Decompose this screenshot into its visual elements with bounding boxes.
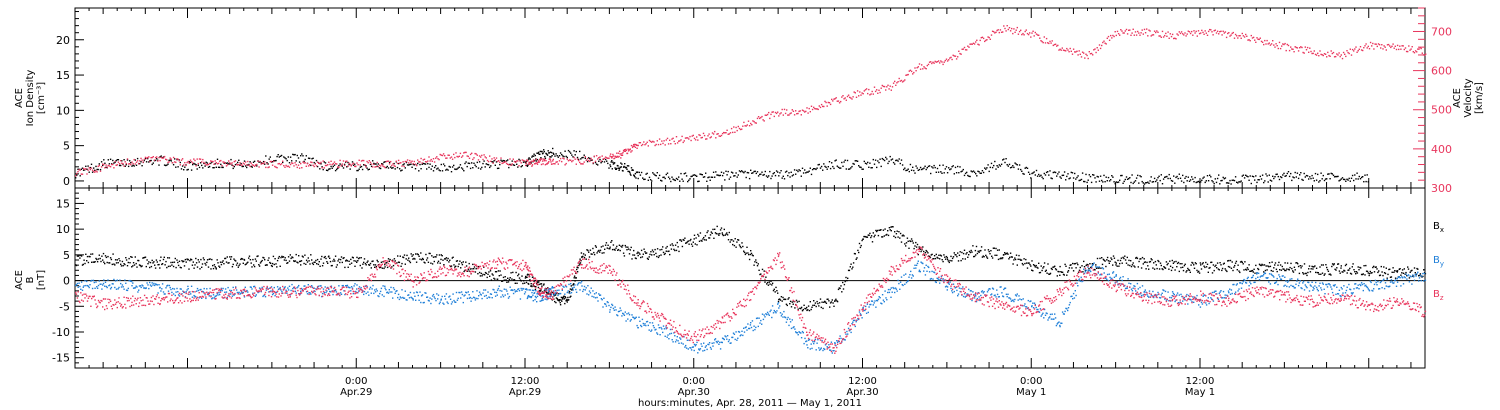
x-tick-time: 12:00	[848, 376, 877, 387]
bottom-panel-frame	[74, 187, 1426, 369]
velocity-tick-label: 400	[1431, 143, 1452, 156]
x-tick-time: 12:00	[1186, 376, 1215, 387]
density-axis-label: Ion Density	[25, 70, 36, 127]
x-tick-time: 0:00	[683, 376, 705, 387]
density-axis-label: ACE	[14, 88, 25, 108]
b-tick-label: 5	[63, 249, 70, 262]
legend-x: Bx	[1433, 221, 1444, 234]
x-tick-date: Apr.30	[846, 387, 878, 398]
density-tick-label: 15	[56, 69, 70, 82]
series-bz	[75, 246, 1427, 354]
velocity-tick-label: 700	[1431, 25, 1452, 38]
x-tick-time: 0:00	[345, 376, 367, 387]
velocity-series	[75, 25, 1427, 177]
density-tick-label: 20	[56, 34, 70, 47]
x-tick-date: Apr.29	[509, 387, 541, 398]
b-tick-label: 0	[63, 275, 70, 288]
velocity-axis-label: Velocity	[1463, 78, 1474, 117]
x-tick-time: 12:00	[511, 376, 540, 387]
velocity-tick-label: 300	[1431, 182, 1452, 195]
legend-y: By	[1433, 255, 1444, 268]
series-by	[75, 260, 1427, 354]
magnetic-field-panel: -15 -10 -5 0 5 10 15 ACE B [nT] Bx By Bz	[14, 187, 1444, 369]
x-axis-caption: hours:minutes, Apr. 28, 2011 — May 1, 20…	[638, 398, 862, 409]
b-tick-label: -5	[59, 300, 70, 313]
b-tick-label: -10	[52, 326, 70, 339]
x-tick-date: May 1	[1016, 387, 1046, 398]
x-tick-time: 0:00	[1020, 376, 1042, 387]
velocity-tick-label: 600	[1431, 65, 1452, 78]
legend-z: Bz	[1433, 289, 1444, 302]
series-bx	[75, 225, 1427, 312]
velocity-tick-label: 500	[1431, 104, 1452, 117]
velocity-axis-label: [km/s]	[1474, 82, 1485, 114]
b-tick-label: 15	[56, 197, 70, 210]
b-axis-label: B	[25, 276, 36, 283]
b-axis-label: [nT]	[36, 270, 47, 290]
density-tick-label: 10	[56, 104, 70, 117]
x-tick-date: Apr.29	[340, 387, 372, 398]
velocity-axis-label: ACE	[1452, 88, 1463, 108]
density-series	[75, 147, 1369, 185]
density-tick-label: 0	[63, 175, 70, 188]
b-tick-label: 10	[56, 223, 70, 236]
x-tick-date: May 1	[1185, 387, 1215, 398]
x-tick-date: Apr.30	[678, 387, 710, 398]
x-axis: 0:00Apr.2912:00Apr.290:00Apr.3012:00Apr.…	[74, 8, 1426, 409]
b-tick-label: -15	[52, 352, 70, 365]
density-tick-label: 5	[63, 140, 70, 153]
b-axis-label: ACE	[14, 270, 25, 290]
density-axis-label: [cm⁻³]	[36, 82, 47, 114]
